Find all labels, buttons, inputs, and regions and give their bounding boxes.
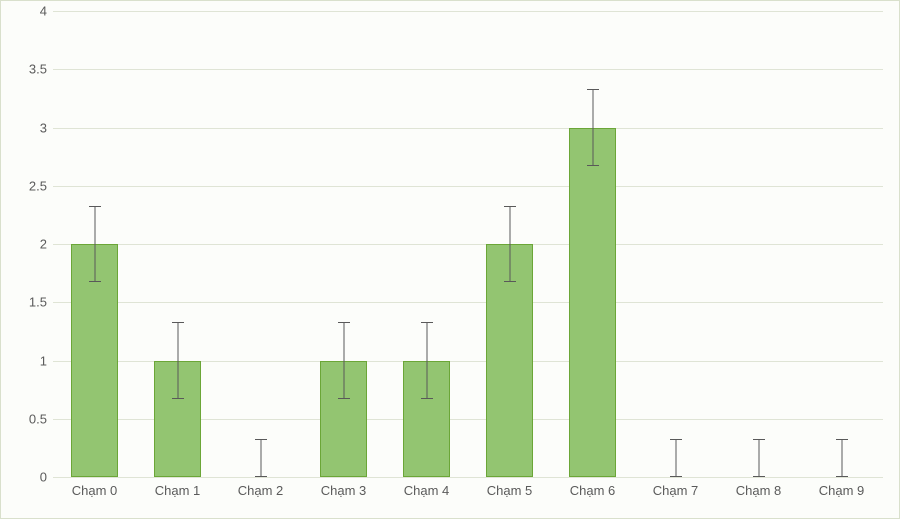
error-bar (670, 439, 682, 477)
y-tick-label: 2 (7, 237, 47, 252)
y-tick-label: 3 (7, 120, 47, 135)
y-tick-label: 0 (7, 470, 47, 485)
x-tick-label: Chạm 9 (819, 483, 865, 498)
bar-chart: 0 0.5 1 1.5 2 2.5 3 3.5 4 Chạm 0 Chạm 1 Chạm 2 Chạm … (0, 0, 900, 519)
gridline (53, 186, 883, 187)
y-tick-label: 3.5 (7, 62, 47, 77)
error-bar (753, 439, 765, 477)
bar (403, 361, 449, 478)
x-tick-label: Chạm 8 (736, 483, 782, 498)
x-tick-label: Chạm 6 (570, 483, 616, 498)
bar (154, 361, 200, 478)
bar (320, 361, 366, 478)
gridline (53, 128, 883, 129)
x-tick-label: Chạm 7 (653, 483, 699, 498)
y-tick-label: 1 (7, 353, 47, 368)
gridline (53, 302, 883, 303)
y-tick-label: 0.5 (7, 411, 47, 426)
x-tick-label: Chạm 3 (321, 483, 367, 498)
y-tick-label: 2.5 (7, 178, 47, 193)
bar (71, 244, 117, 477)
x-tick-label: Chạm 0 (72, 483, 118, 498)
gridline (53, 11, 883, 12)
error-bar (255, 439, 267, 477)
y-tick-label: 1.5 (7, 295, 47, 310)
x-tick-label: Chạm 1 (155, 483, 201, 498)
bar (569, 128, 615, 478)
bar (486, 244, 532, 477)
gridline (53, 477, 883, 478)
plot-area (53, 11, 883, 477)
gridline (53, 69, 883, 70)
x-tick-label: Chạm 5 (487, 483, 533, 498)
x-tick-label: Chạm 2 (238, 483, 284, 498)
error-bar (836, 439, 848, 477)
x-tick-label: Chạm 4 (404, 483, 450, 498)
gridline (53, 244, 883, 245)
y-tick-label: 4 (7, 4, 47, 19)
